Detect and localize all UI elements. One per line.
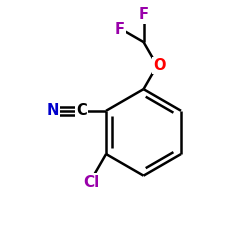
Text: O: O [153,58,166,73]
Text: N: N [47,103,59,118]
Text: F: F [115,22,125,37]
Text: C: C [76,103,87,118]
Text: F: F [138,7,148,22]
Text: Cl: Cl [83,175,99,190]
